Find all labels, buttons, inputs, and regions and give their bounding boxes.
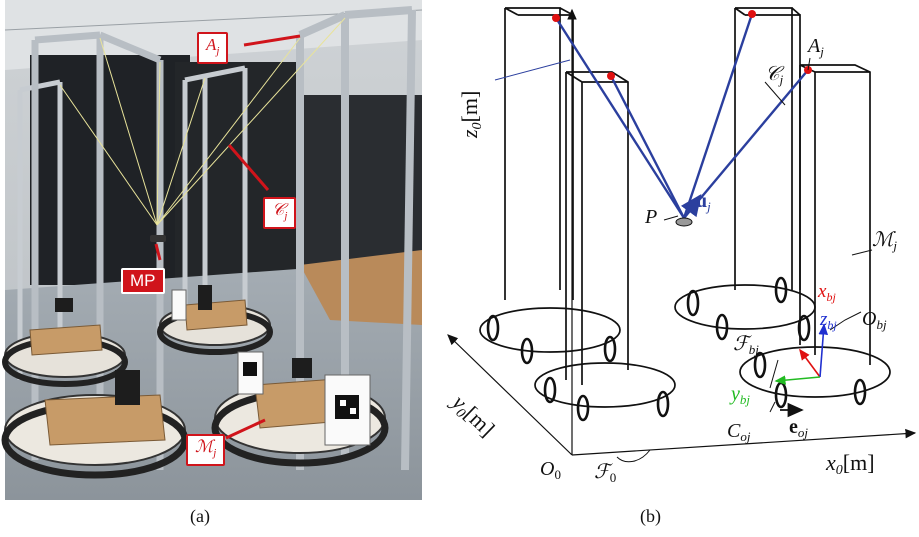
zb-arrow [818, 323, 829, 378]
mobile-base-label: ℳ [872, 229, 896, 251]
fb-sub: bj [749, 342, 760, 357]
ob-sub: bj [876, 317, 887, 332]
svg-text:x0[m]: x0[m] [825, 450, 875, 478]
cable-callout-sub: j [284, 210, 288, 222]
x0-sub: 0 [836, 463, 843, 478]
z0-sub: 0 [470, 122, 485, 129]
svg-text:P: P [644, 206, 657, 228]
svg-text:zbj: zbj [819, 309, 837, 332]
svg-text:𝒞j: 𝒞j [765, 63, 785, 87]
unit-vector-arrow [680, 194, 702, 219]
x0-axis [571, 428, 917, 456]
mobile-base-callout: ℳj [186, 434, 226, 466]
origin-label: O [540, 458, 554, 480]
unit-vector-label: u [696, 190, 707, 212]
platform-disc [675, 217, 693, 227]
anchor-callout-text: A [206, 35, 217, 54]
base-casters [486, 276, 867, 422]
svg-text:ℳj: ℳj [872, 229, 897, 253]
anchor-callout-sub: j [216, 45, 220, 57]
caption-b: (b) [640, 506, 661, 526]
z0-label: z [457, 129, 482, 139]
yb-arrow [774, 375, 821, 385]
anchor-label: A [806, 35, 821, 57]
svg-text:ℱbj: ℱbj [733, 333, 759, 357]
anchor-points [552, 10, 812, 80]
ob-label: O [862, 308, 876, 330]
svg-text:ybj: ybj [729, 383, 750, 407]
yb-label: y [729, 383, 740, 405]
x0-unit: [m] [843, 450, 875, 475]
mobile-base-callout-text: ℳ [195, 437, 214, 456]
svg-text:Aj: Aj [806, 35, 824, 59]
point-p-label: P [644, 206, 657, 228]
y0-axis [447, 334, 573, 456]
platform-callout: MP [121, 268, 165, 294]
zb-label: z [819, 309, 828, 330]
schematic-labels: z0[m] y0[m] x0[m] O0 ℱ0 P uj Aj [444, 35, 897, 485]
mobile-base-sub: j [891, 238, 897, 253]
svg-text:y0[m]: y0[m] [444, 388, 500, 443]
unit-vector-sub: j [705, 199, 711, 214]
svg-text:xbj: xbj [817, 281, 836, 304]
eo-label: e [789, 416, 798, 438]
frame0-sub: 0 [610, 470, 617, 485]
co-label: C [727, 420, 741, 442]
svg-text:ℱ0: ℱ0 [594, 461, 616, 485]
svg-text:Coj: Coj [727, 420, 751, 444]
xb-sub: bj [826, 290, 836, 304]
frame0-label: ℱ [594, 461, 613, 483]
anchor-sub: j [818, 44, 824, 59]
base-rings [479, 284, 891, 408]
caption-a: (a) [190, 506, 210, 526]
mobile-base-callout-sub: j [213, 447, 217, 459]
tower-back-left [504, 7, 574, 300]
svg-text:uj: uj [696, 190, 711, 214]
yb-sub: bj [740, 392, 751, 407]
origin-sub: 0 [554, 467, 561, 482]
photo-scene [1, 0, 423, 500]
svg-text:z0[m]: z0[m] [457, 91, 485, 139]
co-sub: oj [740, 429, 751, 444]
tower-front-right [799, 64, 871, 365]
world-axes [447, 8, 917, 456]
cable-callout-text: 𝒞 [272, 200, 285, 219]
cable-sub: j [778, 72, 784, 87]
photo-bases [1, 285, 389, 479]
x0-label: x [825, 450, 836, 475]
zb-sub: bj [827, 318, 837, 332]
svg-text:eoj: eoj [789, 416, 808, 440]
tower-back-right [734, 7, 801, 290]
tower-front-left [565, 71, 629, 385]
svg-text:O0: O0 [540, 458, 561, 482]
xb-label: x [817, 281, 827, 302]
cable-callout: 𝒞j [263, 197, 297, 229]
eo-sub: oj [798, 425, 809, 440]
svg-text:Obj: Obj [862, 308, 887, 332]
platform-callout-text: MP [130, 271, 156, 290]
z0-unit: [m] [457, 91, 482, 123]
cables [554, 13, 809, 219]
fb-label: ℱ [733, 333, 752, 355]
xb-arrow [799, 348, 821, 378]
anchor-callout: Aj [197, 32, 229, 64]
